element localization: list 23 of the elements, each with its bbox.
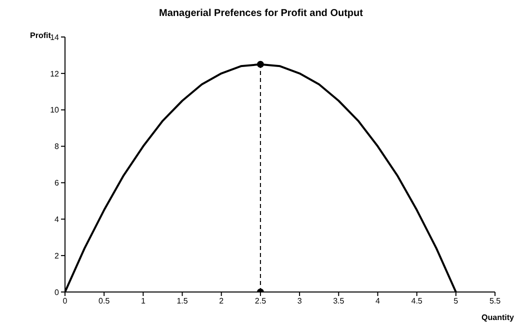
x-tick-label: 1 [140,296,146,306]
x-tick-label: 5.5 [489,296,502,306]
x-tick-label: 5 [454,296,459,306]
y-tick-label: 4 [54,214,60,224]
x-tick-label: 0 [62,296,68,306]
x-tick-label: 4.5 [411,296,423,306]
y-tick-label: 0 [54,288,60,297]
y-tick-label: 6 [54,178,60,188]
x-tick-label: 1.5 [176,296,188,306]
x-tick-label: 3 [297,296,302,306]
y-tick-label: 12 [50,69,60,78]
y-tick-label: 10 [50,106,60,115]
y-tick-label: 2 [54,251,60,260]
y-tick-label: 8 [54,142,60,152]
chart-title: Managerial Prefences for Profit and Output [158,8,364,19]
x-tick-label: 0.5 [98,296,110,306]
x-axis-title: Quantity [482,313,514,322]
y-tick-label: 14 [50,32,60,42]
x-tick-label: 3.5 [333,296,345,306]
x-tick-label: 2 [219,296,224,306]
y-axis-title: Profit [30,31,51,40]
x-tick-label: 4 [376,296,380,306]
x-tick-label: 2.5 [254,296,267,306]
